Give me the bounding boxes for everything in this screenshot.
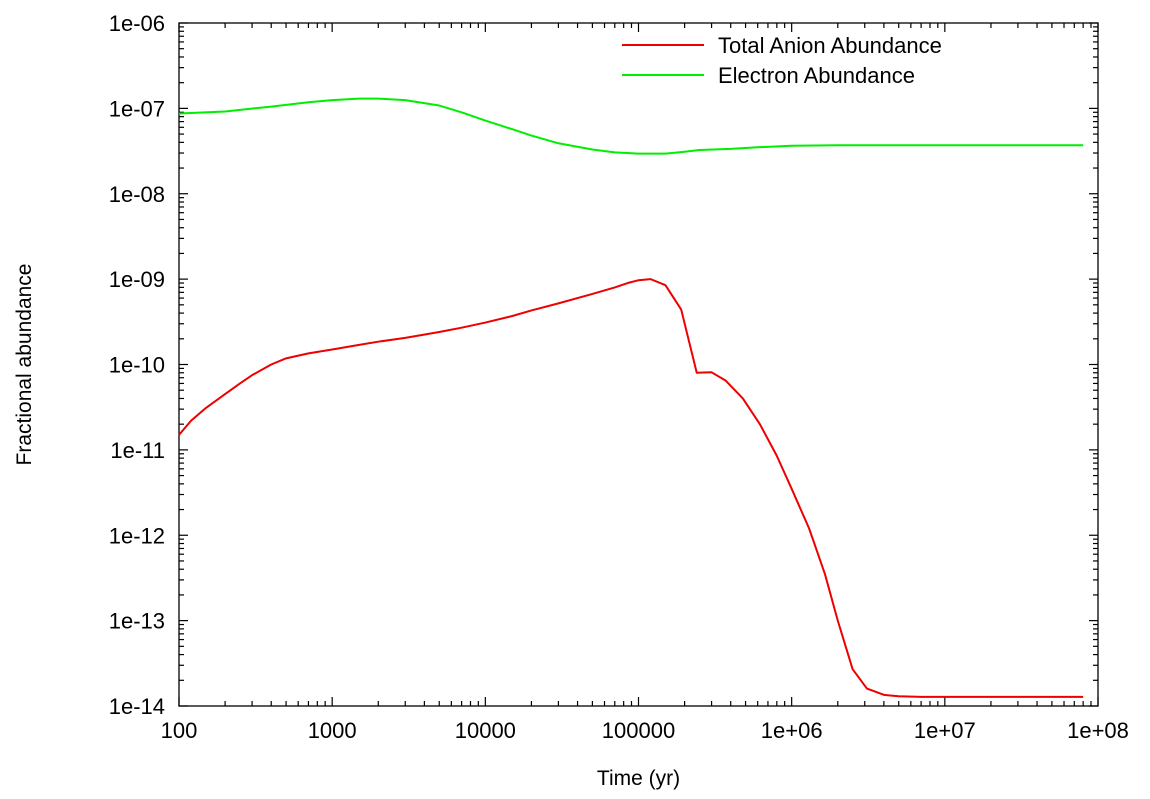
axis-tick-labels: 100 1000 10000 100000 1e+06 1e+07 1e+08 1e-14 1e… xyxy=(109,11,1129,743)
y-tick-label: 1e-14 xyxy=(109,694,165,719)
y-tick-label: 1e-10 xyxy=(109,353,165,378)
y-tick-label: 1e-07 xyxy=(109,96,165,121)
y-tick-label: 1e-13 xyxy=(109,609,165,634)
y-axis-label: Fractional abundance xyxy=(13,264,36,466)
x-tick-label: 1e+07 xyxy=(914,718,976,743)
x-tick-label: 1e+08 xyxy=(1067,718,1129,743)
data-series xyxy=(178,97,1084,698)
legend: Total Anion Abundance Electron Abundance xyxy=(622,33,942,88)
series-line-electron xyxy=(178,97,1084,155)
x-tick-label: 1000 xyxy=(308,718,357,743)
x-tick-label: 10000 xyxy=(455,718,516,743)
x-tick-label: 100000 xyxy=(602,718,675,743)
axis-ticks xyxy=(178,22,1099,707)
x-tick-label: 100 xyxy=(161,718,198,743)
legend-label: Electron Abundance xyxy=(718,63,915,88)
y-tick-label: 1e-11 xyxy=(110,438,165,463)
legend-label: Total Anion Abundance xyxy=(718,33,942,58)
x-tick-label: 1e+06 xyxy=(761,718,823,743)
plot-frame xyxy=(178,22,1099,707)
y-tick-label: 1e-08 xyxy=(109,182,165,207)
x-axis-label: Time (yr) xyxy=(597,767,680,790)
y-tick-label: 1e-12 xyxy=(109,523,165,548)
plot-area-frame xyxy=(178,22,1099,707)
y-tick-label: 1e-09 xyxy=(109,267,165,292)
series-line-total-anion xyxy=(178,278,1084,698)
y-tick-label: 1e-06 xyxy=(109,11,165,36)
